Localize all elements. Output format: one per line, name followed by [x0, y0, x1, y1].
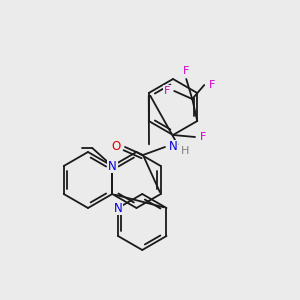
Text: N: N: [108, 160, 117, 172]
Text: F: F: [200, 132, 206, 142]
Text: O: O: [111, 140, 121, 154]
Text: N: N: [114, 202, 122, 214]
Text: F: F: [183, 66, 189, 76]
Text: F: F: [164, 86, 170, 96]
Text: F: F: [209, 80, 215, 90]
Text: H: H: [181, 146, 189, 156]
Text: N: N: [169, 140, 177, 154]
